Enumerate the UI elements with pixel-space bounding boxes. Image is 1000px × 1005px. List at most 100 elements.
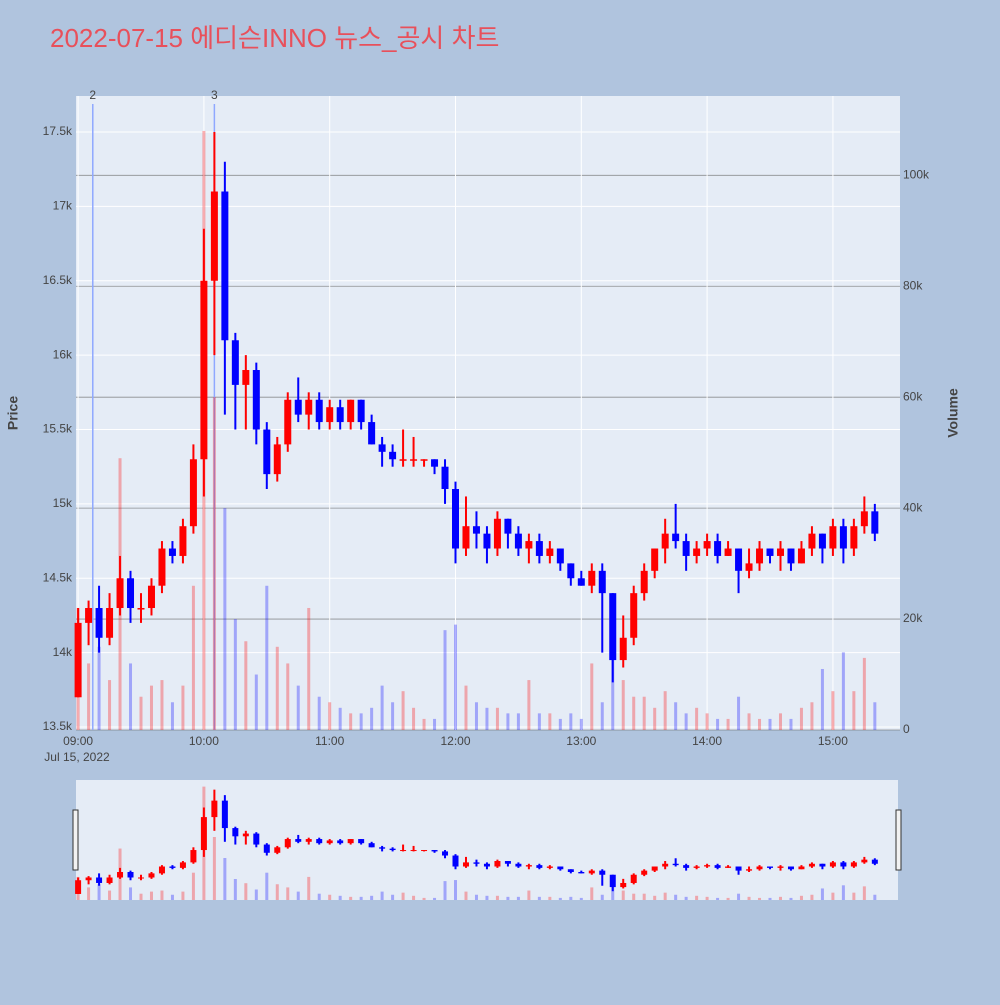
mini-candle-body — [494, 861, 501, 867]
mini-candle-body — [504, 861, 511, 864]
candle-body — [672, 533, 680, 542]
candle-body — [818, 533, 826, 549]
y-tick-label: 16k — [53, 347, 73, 361]
candle-body — [871, 511, 879, 534]
candle-body — [808, 533, 816, 549]
mini-candle-body — [158, 866, 165, 874]
candle-body — [493, 518, 501, 549]
mini-candle-body — [169, 866, 176, 868]
volume-bar — [223, 508, 227, 730]
volume-bar — [129, 663, 133, 730]
volume-bar — [653, 707, 657, 730]
y-tick-label: 14k — [53, 645, 73, 659]
slider-handle[interactable] — [895, 809, 902, 871]
mini-volume-bar — [873, 894, 877, 900]
candle-body — [116, 578, 124, 609]
candle-body — [168, 548, 176, 556]
candle-body — [284, 399, 292, 445]
volume-bar — [799, 707, 803, 730]
mini-candle-body — [117, 871, 124, 878]
candle-body — [326, 407, 334, 423]
volume-bar — [548, 713, 552, 730]
volume-bar — [569, 713, 573, 730]
candle-body — [640, 570, 648, 594]
volume-bar — [433, 718, 437, 730]
volume-bar — [841, 652, 845, 730]
candle-body — [756, 548, 764, 564]
volume-bar — [265, 585, 269, 730]
candle-body — [546, 548, 554, 556]
candle-body — [420, 459, 428, 461]
volume-bar — [108, 680, 112, 730]
mini-volume-bar — [516, 896, 520, 900]
volume-bar — [97, 646, 101, 730]
mini-volume-bar — [600, 894, 604, 900]
volume-bar — [474, 702, 478, 730]
candle-body — [315, 399, 323, 423]
mini-candle-body — [536, 865, 543, 868]
mini-volume-bar — [537, 896, 541, 900]
mini-volume-bar — [108, 890, 112, 900]
annotation-label: 3 — [211, 88, 218, 102]
candle-body — [85, 608, 93, 623]
volume-bar — [810, 702, 814, 730]
candle-body — [200, 280, 208, 460]
candle-body — [567, 563, 575, 579]
mini-candle-body — [609, 874, 616, 888]
volume-bar — [737, 696, 741, 730]
candle-body — [850, 526, 858, 549]
mini-volume-bar — [716, 897, 720, 900]
volume-bar — [852, 691, 856, 730]
x-tick-label: 13:00 — [566, 734, 596, 748]
mini-candle-body — [358, 839, 365, 844]
candle-body — [221, 191, 229, 341]
range-slider[interactable] — [76, 780, 898, 900]
slider-handle[interactable] — [72, 809, 79, 871]
volume-bar — [716, 718, 720, 730]
volume-bar — [747, 713, 751, 730]
candle-body — [305, 399, 313, 415]
mini-candle-body — [798, 866, 805, 870]
y2-tick-label: 40k — [903, 500, 923, 514]
mini-volume-bar — [160, 890, 164, 900]
mini-volume-bar — [527, 890, 531, 900]
y-tick-label: 15k — [53, 496, 73, 510]
mini-volume-bar — [548, 896, 552, 900]
volume-bar — [380, 685, 384, 730]
candle-body — [860, 511, 868, 527]
mini-volume-bar — [684, 896, 688, 900]
candle-body — [535, 541, 543, 556]
mini-volume-bar — [433, 897, 437, 900]
candle-body — [776, 548, 784, 556]
mini-candle-body — [232, 828, 239, 837]
y2-axis-title: Volume — [945, 388, 961, 438]
mini-candle-body — [725, 866, 732, 868]
mini-volume-bar — [212, 837, 216, 900]
mini-candle-body — [620, 882, 627, 888]
mini-volume-bar — [590, 887, 594, 900]
candle-body — [147, 585, 155, 609]
volume-bar — [768, 718, 772, 730]
mini-volume-bar — [558, 897, 562, 900]
x-date-label: Jul 15, 2022 — [44, 750, 110, 764]
candle-body — [294, 399, 302, 415]
mini-volume-bar — [653, 895, 657, 900]
volume-bar — [275, 646, 279, 730]
x-tick-label: 09:00 — [63, 734, 93, 748]
mini-volume-bar — [233, 879, 237, 900]
y-tick-label: 17k — [53, 199, 73, 213]
x-tick-label: 10:00 — [189, 734, 219, 748]
x-tick-label: 15:00 — [818, 734, 848, 748]
volume-bar — [778, 713, 782, 730]
candle-body — [693, 548, 701, 556]
mini-candle-body — [410, 850, 417, 852]
mini-volume-bar — [579, 897, 583, 900]
volume-bar — [579, 718, 583, 730]
mini-volume-bar — [254, 889, 258, 900]
mini-volume-bar — [737, 893, 741, 900]
mini-volume-bar — [265, 872, 269, 900]
mini-candle-body — [452, 855, 459, 867]
volume-bar — [254, 674, 258, 730]
candle-body — [378, 444, 386, 452]
candle-body — [210, 191, 218, 281]
